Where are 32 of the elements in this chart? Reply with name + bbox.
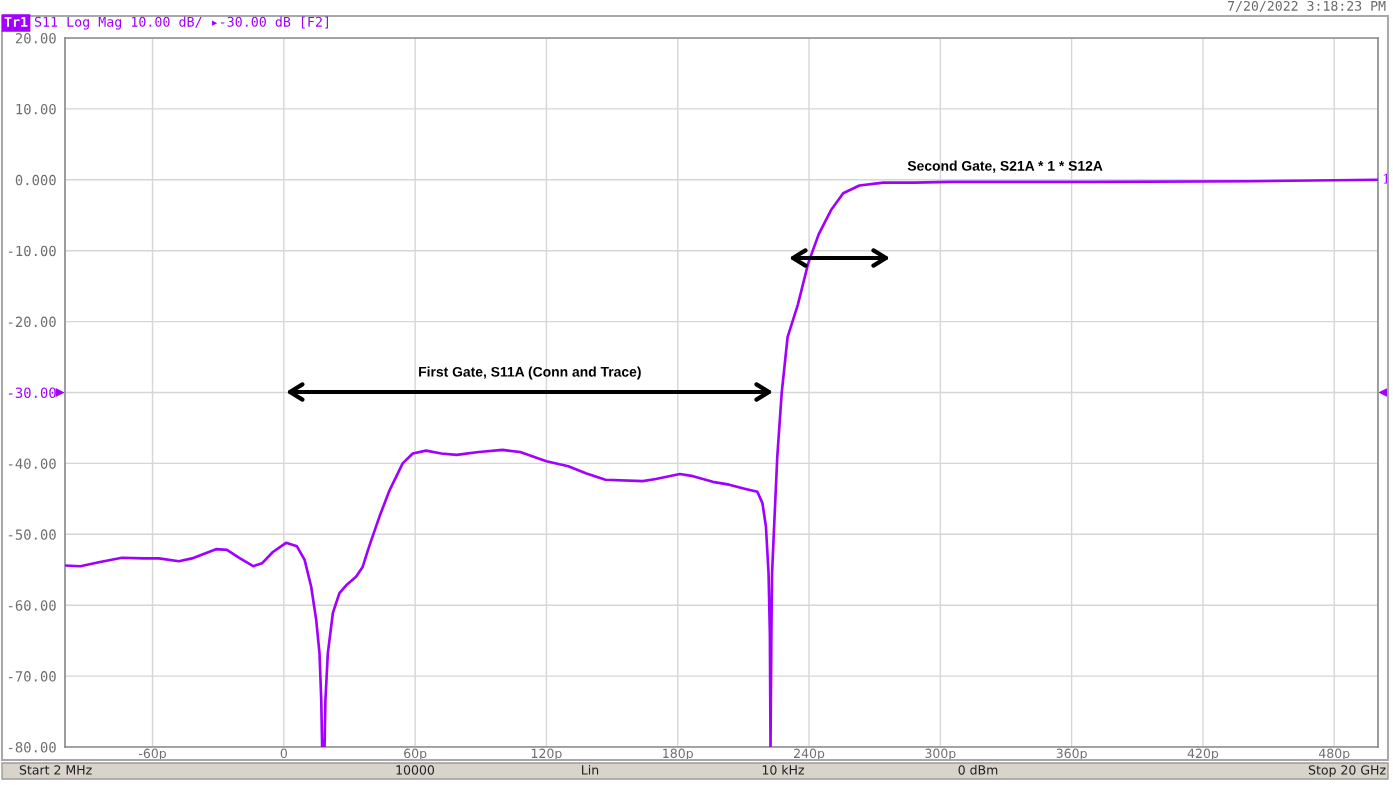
x-tick-label: 480p xyxy=(1318,748,1350,761)
y-tick-label: -80.00 xyxy=(8,742,56,753)
annotation: Second Gate, S21A * 1 * S12A xyxy=(907,160,1103,173)
y-tick-label: -40.00 xyxy=(8,458,56,469)
text: Tr1 xyxy=(4,16,28,27)
text: 7/20/2022 3:18:23 PM xyxy=(1228,0,1386,12)
text: 10 kHz xyxy=(762,764,804,775)
x-tick-label: 60p xyxy=(404,748,427,761)
text: Lin xyxy=(582,764,599,775)
y-tick-label: -20.00 xyxy=(8,316,56,328)
x-tick-label: 180p xyxy=(663,748,693,761)
x-tick-label: 0 xyxy=(280,748,287,759)
text: 0 dBm xyxy=(958,764,998,775)
x-tick-label: 360p xyxy=(1056,748,1087,761)
text: 10000 xyxy=(396,765,435,775)
y-tick-label: -50.00 xyxy=(8,529,56,540)
text: Start 2 MHz xyxy=(19,765,92,775)
y-tick-label: 10.00 xyxy=(16,103,56,115)
text: Stop 20 GHz xyxy=(1308,765,1386,778)
y-tick-label: -10.00 xyxy=(8,245,56,257)
y-tick-label: -60.00 xyxy=(8,600,56,611)
y-tick-label: -70.00 xyxy=(8,671,56,682)
x-tick-label: 420p xyxy=(1187,748,1219,761)
annotation: First Gate, S11A (Conn and Trace) xyxy=(419,366,641,380)
y-tick-label: 0.000 xyxy=(15,174,56,186)
y-tick-label: 20.00 xyxy=(15,33,56,44)
chart-title: S11 Log Mag 10.00 dB/ ▸-30.00 dB [F2] xyxy=(34,16,328,30)
x-tick-label: -60p xyxy=(138,748,167,761)
y-tick-label: -30.00 xyxy=(8,387,56,399)
x-tick-label: 240p xyxy=(794,748,825,761)
x-tick-label: 300p xyxy=(925,748,956,761)
x-tick-label: 120p xyxy=(531,748,562,761)
